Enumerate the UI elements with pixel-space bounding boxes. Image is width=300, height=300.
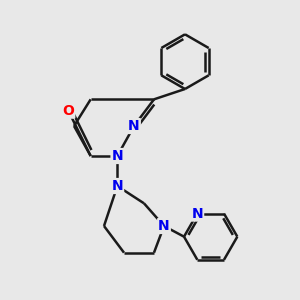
- Text: N: N: [191, 207, 203, 220]
- Text: N: N: [112, 149, 123, 163]
- Text: O: O: [62, 104, 74, 118]
- Text: N: N: [128, 119, 140, 133]
- Text: N: N: [112, 179, 123, 193]
- Text: N: N: [158, 219, 170, 233]
